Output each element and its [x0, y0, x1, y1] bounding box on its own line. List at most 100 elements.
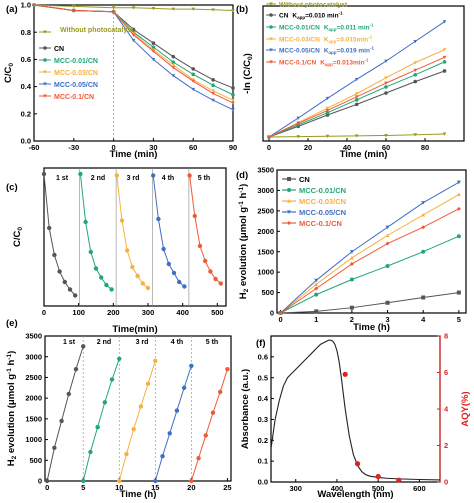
without-photocatalyst-point	[296, 135, 301, 139]
y-tick-label: 3500	[25, 332, 42, 341]
plot-frame	[44, 335, 232, 482]
legend-label: MCC-0.03/CN	[54, 70, 98, 77]
cycle-3-point	[131, 427, 136, 432]
cn-point	[413, 79, 418, 84]
label-sub: 0	[247, 56, 254, 60]
cycle-2-point	[109, 287, 114, 292]
legend-name: Without photocatalyst	[279, 2, 348, 9]
mcc-0-1-cn-point	[267, 135, 271, 139]
mcc-0-1-cn-point	[442, 55, 447, 60]
legend-label: MCC-0.01/CN	[54, 58, 98, 65]
legend-name: MCC-0.03/CN	[279, 37, 320, 44]
mcc-0-1-cn-point	[211, 91, 215, 96]
cycle-2-point	[117, 356, 122, 361]
cycle-2-point	[88, 449, 93, 455]
x-tick-label: 3	[385, 315, 389, 324]
mcc-0-05-cn-point	[385, 225, 390, 230]
cycle-4-point	[189, 363, 194, 369]
label-sub: 0	[17, 227, 24, 231]
x-tick-label: -30	[68, 143, 79, 152]
cycle-4-point	[171, 270, 177, 276]
legend-label: MCC-0.01/CN	[299, 186, 346, 195]
mcc-0-1-cn-line	[280, 208, 460, 314]
cycle-4-line	[154, 365, 192, 482]
legend-label: MCC-0.1/CN	[299, 219, 342, 228]
x-tick-label: 1	[314, 315, 318, 324]
rate-exp: -1	[339, 11, 343, 16]
cycle-3-point	[124, 451, 129, 457]
cycle-5-line	[189, 175, 222, 284]
y-tick-label: 1.0	[21, 1, 31, 10]
cycle-4-point	[151, 173, 156, 178]
label-part: h	[6, 360, 17, 369]
cycle-5-point	[197, 243, 203, 249]
y-tick-label: 0.5	[258, 373, 268, 382]
mcc-0-03-cn-point	[421, 212, 426, 217]
y-tick-label: 0.4	[258, 394, 269, 403]
cycle-2-point	[104, 282, 109, 288]
mcc-0-03-cn-point	[325, 106, 330, 110]
cn-point	[421, 295, 426, 300]
panel-label: (a)	[6, 4, 18, 15]
mcc-0-01-cn-point	[211, 83, 215, 88]
legend-name: MCC-0.05/CN	[279, 48, 320, 55]
legend-marker	[287, 221, 291, 225]
label-main: -ln (C/C	[242, 60, 253, 94]
legend: Without photocatalyst CN Kapp=0.010 min-1 M…	[266, 2, 374, 67]
legend: CN MCC-0.01/CN MCC-0.03/CN MCC-0.05/CN MCC-0…	[282, 175, 346, 228]
mcc-0-1-cn-point	[349, 261, 354, 266]
label-part: -1	[6, 354, 13, 360]
x-tick-label: 90	[229, 143, 237, 152]
y-tick-label: 0.0	[258, 478, 268, 487]
rate-k: K	[324, 25, 329, 32]
mcc-0-1-cn-point	[385, 241, 390, 246]
mcc-0-05-cn-line	[280, 181, 460, 314]
y2-tick-label: 8	[444, 332, 448, 341]
cycle-1-point	[81, 344, 86, 349]
without-photocatalyst-point	[325, 134, 330, 139]
legend-name: CN	[279, 13, 289, 20]
x-tick-label: 0	[267, 143, 271, 152]
label-part: -1	[238, 201, 245, 207]
rate-sub: app	[329, 27, 337, 32]
cycle-label: 1 st	[63, 339, 76, 346]
legend-marker	[269, 13, 273, 17]
mcc-0-01-cn-point	[314, 292, 319, 297]
cycle-1-point	[73, 293, 78, 298]
plot-frame	[276, 169, 467, 314]
mcc-0-05-cn-point	[354, 77, 359, 82]
label-part: evolution (μmol g	[6, 374, 17, 456]
cn-point	[171, 54, 176, 59]
legend-marker	[43, 58, 47, 62]
mcc-0-05-cn-point	[231, 108, 235, 112]
cycle-2-point	[109, 377, 115, 382]
legend-label: CN Kapp=0.010 min-1	[279, 11, 343, 21]
cycle-1-point	[52, 445, 57, 451]
y-axis-label: C/C0	[12, 227, 24, 247]
mcc-0-1-cn-point	[72, 9, 76, 13]
absorbance-curve	[270, 339, 441, 481]
x-tick-label: 0	[112, 143, 116, 152]
mcc-0-01-cn-point	[384, 85, 388, 89]
x-tick-label: 5	[457, 315, 461, 324]
legend-marker	[269, 2, 273, 6]
aqy-point	[396, 477, 402, 483]
cycle-3-point	[114, 173, 120, 178]
rate-exp: -1	[365, 58, 369, 63]
cycle-3-point	[140, 281, 145, 286]
panel-label: (d)	[236, 170, 248, 181]
cn-point	[231, 86, 235, 90]
y-tick-label: 1500	[257, 247, 274, 256]
mcc-0-03-cn-point	[231, 98, 235, 102]
cycle-1-line	[46, 346, 84, 482]
y-tick-label: 0.6	[258, 352, 268, 361]
y-axis-label: C/C0	[3, 63, 15, 83]
without-photocatalyst-point	[231, 9, 235, 13]
legend-label: MCC-0.1/CN	[54, 94, 94, 101]
label-part: -1	[6, 368, 13, 374]
y-axis-label: -ln (C/C0)	[242, 53, 254, 94]
label-part: h	[238, 193, 249, 202]
rate-exp: -1	[368, 35, 372, 40]
cycle-5-point	[213, 276, 218, 282]
rate-unit: min	[325, 13, 338, 20]
